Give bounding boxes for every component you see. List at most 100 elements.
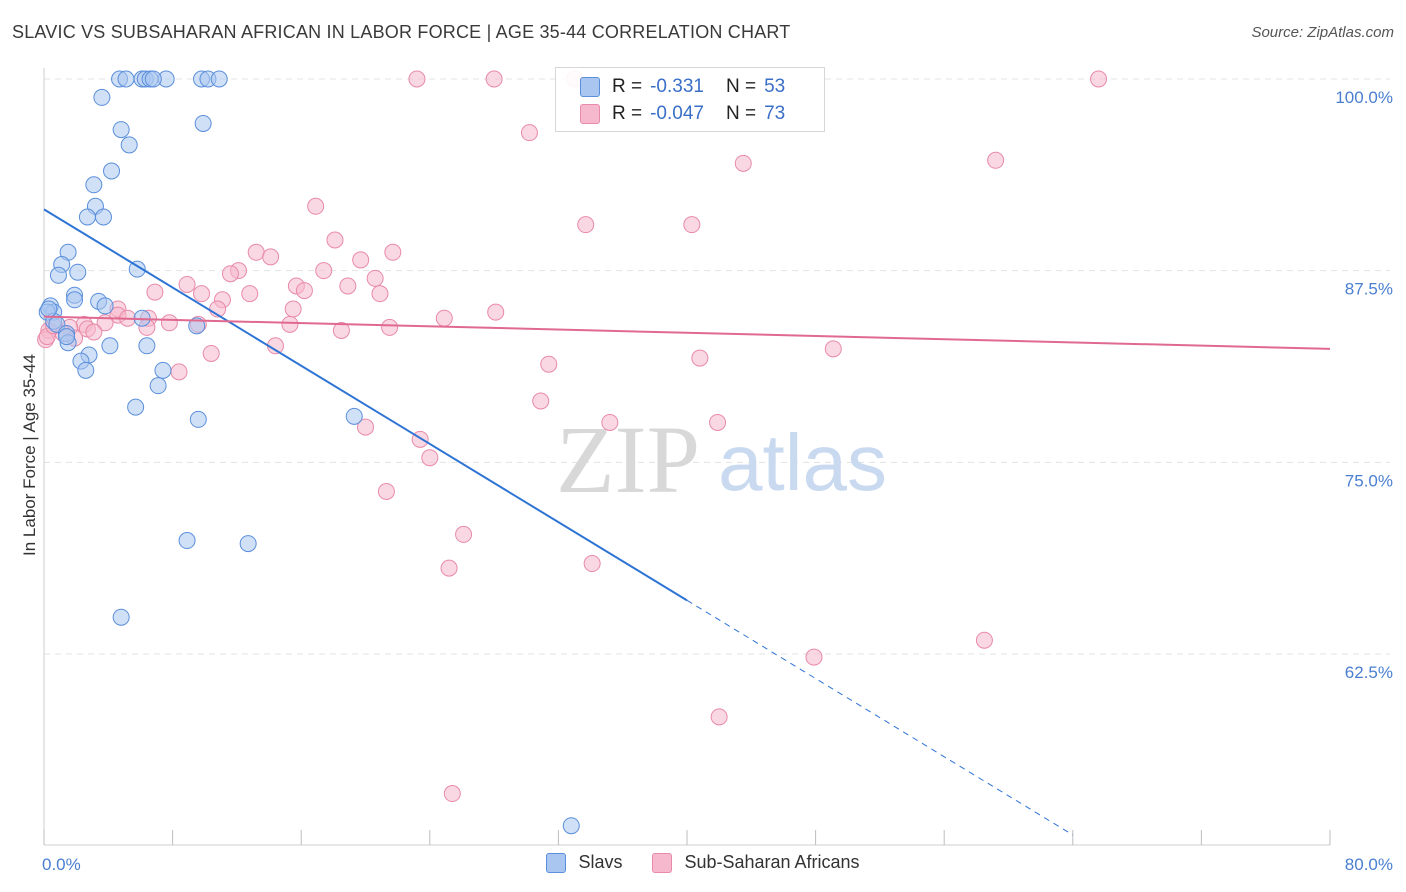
- gridlines: [44, 78, 1390, 655]
- point-ssa: [371, 285, 389, 303]
- tick-labels: 62.5% 75.0% 87.5% 100.0% 0.0% 80.0%: [42, 88, 1393, 874]
- point-ssa: [485, 70, 503, 88]
- series-label-ssa: Sub-Saharan Africans: [684, 852, 860, 872]
- trend-line-slavs-extension: [686, 599, 1074, 836]
- point-ssa: [366, 269, 384, 287]
- series-label-slavs: Slavs: [578, 852, 623, 872]
- point-ssa: [532, 392, 550, 410]
- point-slavs: [239, 535, 257, 553]
- point-ssa: [281, 315, 299, 333]
- point-ssa: [455, 525, 473, 543]
- point-ssa: [734, 154, 752, 172]
- point-ssa: [435, 309, 453, 327]
- point-slavs: [189, 410, 207, 428]
- legend-r-label: R =: [612, 76, 643, 97]
- point-slavs: [127, 398, 145, 416]
- point-slavs: [178, 532, 196, 550]
- point-slavs: [40, 300, 58, 318]
- legend-row-slavs: R = -0.331 N = 53: [580, 74, 785, 100]
- point-ssa: [709, 413, 727, 431]
- series-legend-slavs[interactable]: Slavs: [546, 852, 622, 873]
- point-ssa: [146, 283, 164, 301]
- point-ssa: [384, 243, 402, 261]
- legend-row-ssa: R = -0.047 N = 73: [580, 101, 785, 127]
- legend-swatch-ssa: [580, 104, 600, 124]
- trend-lines: [43, 208, 1331, 836]
- point-ssa: [583, 555, 601, 573]
- point-slavs: [66, 291, 84, 309]
- point-ssa: [295, 282, 313, 300]
- point-slavs: [85, 176, 103, 194]
- point-ssa: [487, 303, 505, 321]
- watermark-atlas: atlas: [718, 418, 887, 507]
- point-ssa: [315, 262, 333, 280]
- point-ssa: [824, 340, 842, 358]
- point-slavs: [94, 208, 112, 226]
- point-slavs: [188, 317, 206, 335]
- watermark-zip: ZIP: [556, 406, 700, 513]
- point-slavs: [144, 70, 162, 88]
- point-ssa: [710, 708, 728, 726]
- series-legend-ssa[interactable]: Sub-Saharan Africans: [652, 852, 860, 873]
- point-ssa: [577, 216, 595, 234]
- point-ssa: [241, 285, 259, 303]
- point-slavs: [112, 121, 130, 139]
- point-ssa: [357, 418, 374, 436]
- data-points: [37, 70, 1108, 835]
- point-ssa: [381, 318, 399, 336]
- legend-n-label: N =: [725, 103, 757, 124]
- point-ssa: [170, 363, 188, 381]
- point-ssa: [284, 300, 302, 318]
- point-slavs: [149, 377, 167, 395]
- point-ssa: [683, 216, 701, 234]
- legend-n-value: 73: [764, 103, 786, 124]
- legend-n-value: 53: [764, 76, 786, 97]
- point-ssa: [691, 349, 709, 367]
- stats-legend: R = -0.331 N = 53 R = -0.047 N = 73: [555, 67, 825, 132]
- source-credit: Source: ZipAtlas.com: [1251, 24, 1394, 41]
- point-slavs: [562, 817, 580, 835]
- legend-n-label: N =: [725, 76, 757, 97]
- point-ssa: [520, 124, 538, 142]
- point-slavs: [138, 337, 156, 355]
- point-ssa: [987, 151, 1005, 169]
- point-ssa: [332, 321, 350, 339]
- point-ssa: [202, 344, 220, 362]
- point-slavs: [49, 266, 67, 284]
- point-slavs: [103, 162, 121, 180]
- point-slavs: [96, 297, 114, 315]
- watermark: ZIP atlas: [556, 406, 887, 513]
- series-legend: Slavs Sub-Saharan Africans: [0, 852, 1406, 873]
- point-slavs: [69, 263, 87, 281]
- point-ssa: [178, 275, 196, 293]
- point-ssa: [443, 785, 461, 803]
- point-ssa: [85, 323, 103, 341]
- trend-line-ssa: [43, 315, 1331, 350]
- point-ssa: [601, 413, 619, 431]
- point-ssa: [262, 248, 280, 266]
- point-slavs: [345, 407, 363, 425]
- point-ssa: [221, 265, 239, 283]
- y-tick-label: 100.0%: [1335, 88, 1393, 107]
- point-ssa: [160, 314, 178, 332]
- point-slavs: [93, 88, 111, 106]
- point-slavs: [78, 208, 96, 226]
- legend-swatch-slavs: [580, 77, 600, 97]
- point-ssa: [339, 277, 357, 295]
- point-ssa: [377, 482, 395, 500]
- x-tick-label: 0.0%: [42, 855, 81, 874]
- point-slavs: [58, 328, 76, 346]
- point-ssa: [975, 631, 993, 649]
- legend-r-label: R =: [612, 103, 643, 124]
- y-tick-label: 87.5%: [1345, 280, 1393, 299]
- point-slavs: [120, 136, 138, 154]
- point-slavs: [112, 608, 130, 626]
- point-ssa: [352, 251, 370, 269]
- point-ssa: [421, 449, 439, 467]
- point-ssa: [408, 70, 426, 88]
- y-tick-label: 75.0%: [1345, 471, 1393, 490]
- legend-r-value: -0.331: [650, 76, 704, 97]
- point-ssa: [805, 648, 823, 666]
- chart-title: SLAVIC VS SUBSAHARAN AFRICAN IN LABOR FO…: [12, 22, 791, 42]
